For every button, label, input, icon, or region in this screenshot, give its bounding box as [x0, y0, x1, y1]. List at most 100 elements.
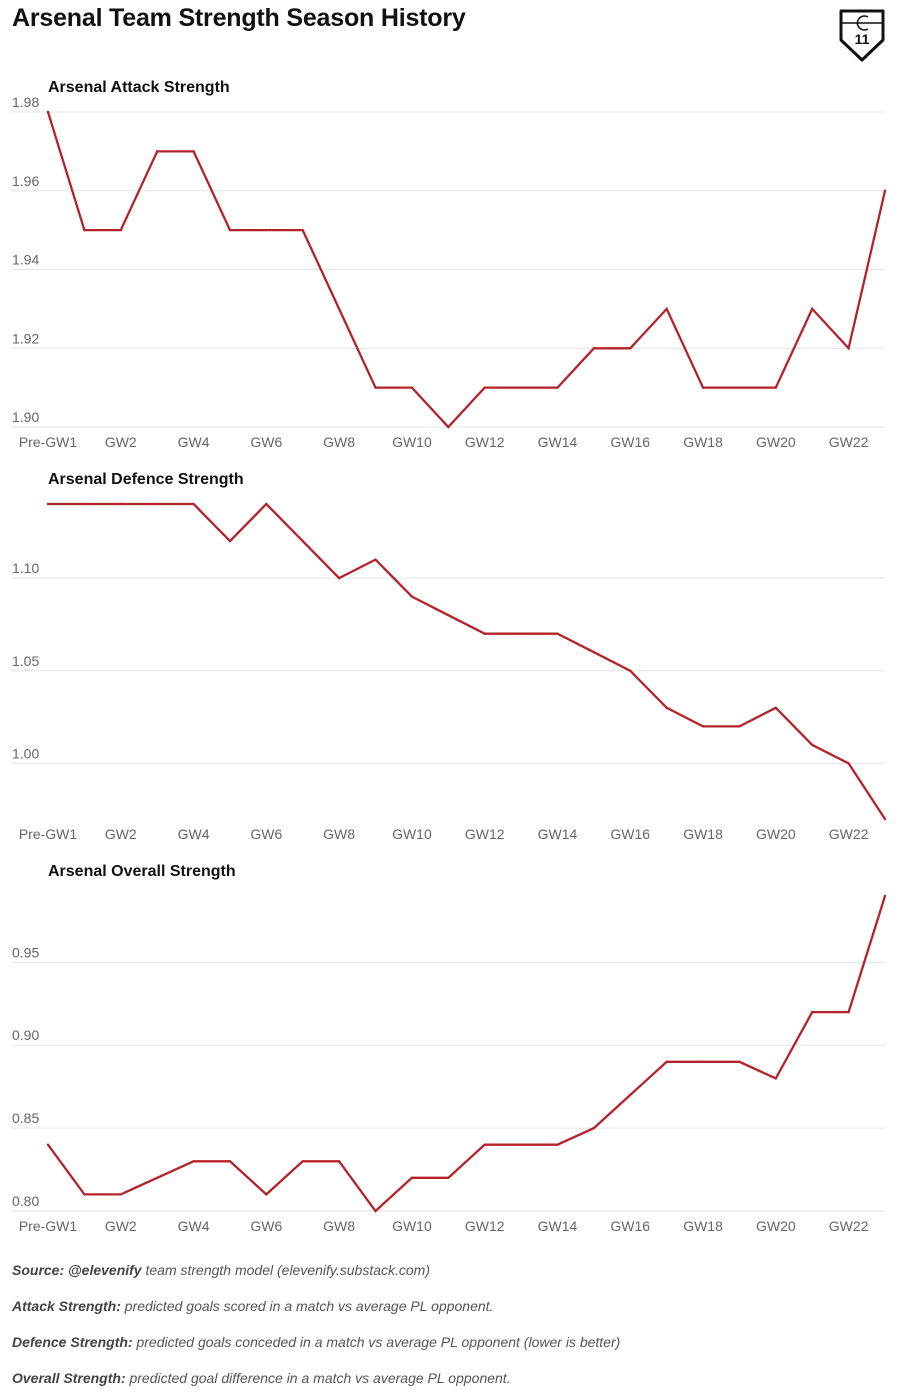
x-tick-label: GW22 [829, 434, 869, 450]
x-tick-label: GW4 [178, 434, 210, 450]
data-point [83, 502, 86, 506]
data-point [701, 386, 705, 389]
defence-strength-plot: 1.00 1.05 1.10 Pre-GW1 GW2 GW4 GW6 GW8 GW10 GW12 G… [12, 502, 887, 842]
x-tick-label: GW10 [392, 826, 432, 842]
data-point [46, 110, 50, 114]
attack-strength-plot: 1.90 1.92 1.94 1.96 1.98 Pre-GW1 GW2 GW4 GW6 GW8 G… [12, 94, 887, 450]
data-point [337, 307, 341, 311]
data-point [629, 1093, 632, 1097]
x-tick-label: GW14 [538, 826, 578, 842]
data-point [883, 189, 887, 192]
x-tick-label: GW8 [323, 434, 355, 450]
data-point [738, 1060, 741, 1063]
y-tick-label: 1.96 [12, 173, 39, 189]
x-tick-label: GW10 [392, 434, 432, 450]
x-tick-label: GW18 [683, 826, 723, 842]
data-point [629, 669, 632, 672]
data-point [738, 725, 741, 728]
y-tick-label: 0.90 [12, 1027, 39, 1043]
x-tick-label: GW12 [465, 1218, 505, 1234]
series-line [48, 502, 886, 820]
data-point [192, 502, 195, 506]
data-point [665, 307, 668, 311]
x-tick-label: GW2 [105, 1218, 137, 1234]
x-tick-label: GW18 [683, 1218, 723, 1234]
data-point [592, 347, 596, 350]
footer-defence-note: Defence Strength: predicted goals conced… [12, 1334, 621, 1350]
data-point [592, 651, 596, 654]
data-point [155, 502, 159, 506]
data-point [519, 1143, 523, 1146]
overall-strength-plot: 0.80 0.85 0.90 0.95 Pre-GW1 GW2 GW4 GW6 GW8 GW10 G… [12, 894, 887, 1234]
y-tick-label: 1.92 [12, 330, 39, 346]
data-point [665, 706, 668, 710]
data-point [374, 1209, 377, 1213]
x-tick-label: Pre-GW1 [19, 434, 78, 450]
data-point [119, 1193, 122, 1196]
data-point [228, 539, 232, 543]
y-tick-label: 0.80 [12, 1193, 39, 1209]
x-tick-label: GW14 [538, 434, 578, 450]
logo-text: 11 [855, 31, 870, 47]
chart-title: Arsenal Defence Strength [48, 471, 244, 488]
x-tick-label: GW16 [610, 826, 650, 842]
y-tick-label: 0.85 [12, 1110, 39, 1126]
y-tick-label: 1.05 [12, 653, 39, 669]
data-point [192, 150, 195, 153]
x-tick-label: GW20 [756, 1218, 796, 1234]
x-tick-label: GW10 [392, 1218, 432, 1234]
x-tick-label: GW8 [323, 826, 355, 842]
data-point [337, 576, 341, 580]
x-tick-label: Pre-GW1 [19, 826, 78, 842]
data-point [374, 386, 377, 389]
data-point [374, 558, 377, 561]
elevenify-shield-logo: 11 [838, 8, 886, 64]
series-line [46, 111, 887, 429]
data-point [811, 1010, 814, 1014]
data-point [665, 1060, 668, 1063]
data-point [83, 228, 86, 232]
data-point [447, 425, 450, 429]
data-point [519, 386, 523, 389]
defence-strength-chart: Arsenal Defence Strength 1.00 1.05 1.10 Pre… [0, 462, 912, 852]
data-point [883, 894, 887, 898]
y-tick-label: 0.95 [12, 944, 39, 960]
data-point [701, 1060, 705, 1063]
data-point [119, 502, 122, 506]
data-point [447, 613, 450, 617]
x-tick-label: GW6 [250, 434, 282, 450]
data-point [483, 386, 486, 389]
data-point [83, 1193, 86, 1196]
data-point [192, 1160, 195, 1163]
data-point [301, 228, 304, 232]
data-point [46, 1143, 50, 1146]
data-point [774, 386, 778, 389]
x-tick-label: GW20 [756, 826, 796, 842]
x-tick-label: GW2 [105, 826, 137, 842]
data-point [556, 632, 559, 635]
data-point [556, 1143, 559, 1146]
data-point [337, 1160, 341, 1163]
data-point [701, 725, 705, 728]
data-point [629, 347, 632, 350]
x-tick-label: GW2 [105, 434, 137, 450]
overall-strength-chart: Arsenal Overall Strength 0.80 0.85 0.90 0.9… [0, 854, 912, 1244]
data-point [483, 632, 486, 635]
x-tick-label: Pre-GW1 [19, 1218, 78, 1234]
chart-title: Arsenal Overall Strength [48, 863, 236, 880]
data-point [774, 1077, 778, 1080]
data-point [155, 1176, 159, 1180]
data-point [410, 595, 414, 598]
data-point [519, 632, 523, 635]
y-tick-label: 1.10 [12, 560, 39, 576]
y-tick-label: 1.94 [12, 252, 39, 268]
x-tick-label: GW4 [178, 1218, 210, 1234]
x-tick-label: GW6 [250, 826, 282, 842]
data-point [228, 228, 232, 232]
x-tick-label: GW16 [610, 434, 650, 450]
x-tick-label: GW22 [829, 826, 869, 842]
footer-source: Source: @elevenify team strength model (… [12, 1262, 431, 1278]
series-line [47, 895, 887, 1213]
data-point [301, 1160, 304, 1163]
data-point [847, 1010, 850, 1014]
